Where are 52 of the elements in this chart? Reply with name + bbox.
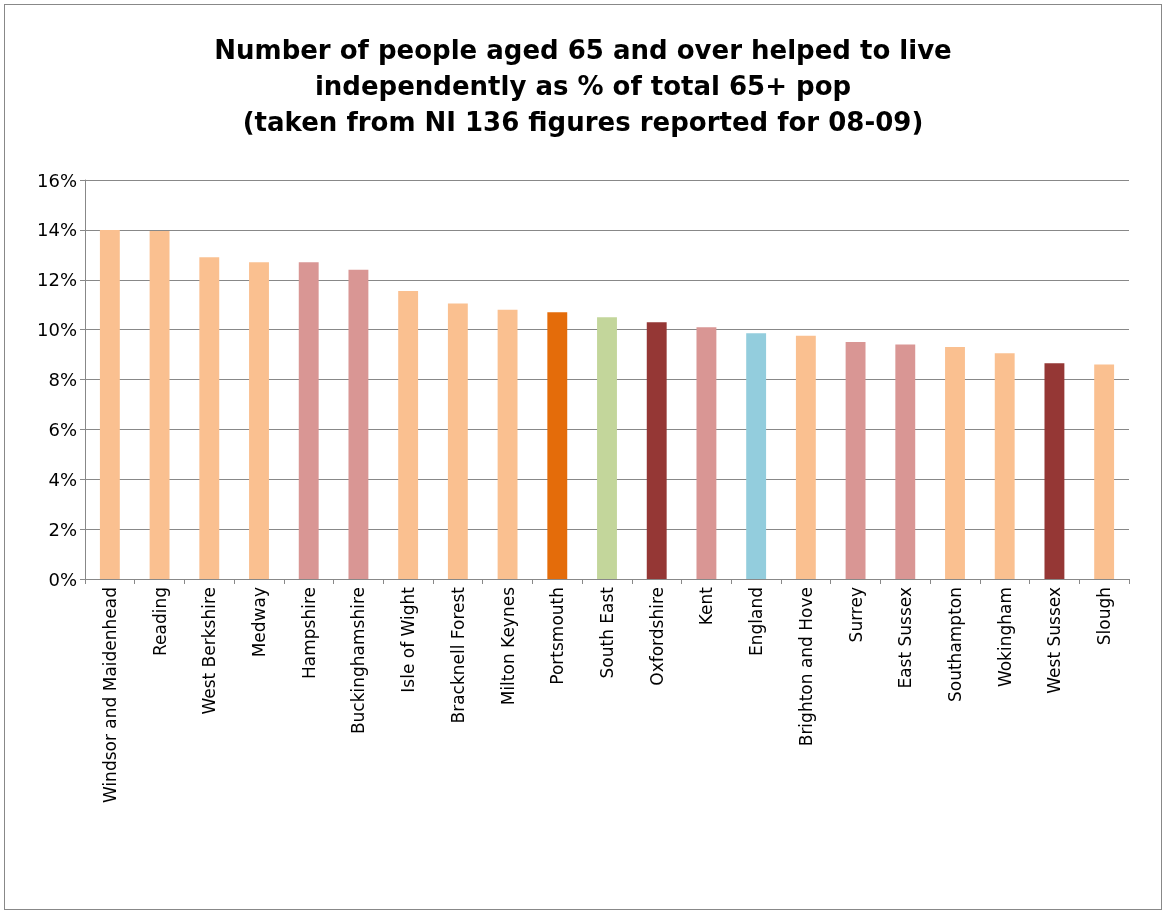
x-tick-label: Wokingham [994,587,1015,688]
x-tick-label: Brighton and Hove [795,587,816,747]
bar [547,312,568,579]
x-tick-label: Milton Keynes [497,586,518,706]
bar [447,303,468,579]
x-tick-label: South East [597,586,617,679]
bar [696,327,717,579]
y-tick-label: 10% [36,319,77,341]
y-tick-label: 12% [36,269,77,291]
chart-title: Number of people aged 65 and over helped to live independently as % of total 65+ pop (taken from NI 136 figures reported for 08-09) [214,35,952,137]
x-tick-label: Oxfordshire [646,587,667,686]
bar [1044,363,1065,579]
bar [348,269,369,579]
x-tick-label: Kent [696,586,717,626]
x-tick-label: Windsor and Maidenhead [99,587,120,804]
bar [746,333,767,579]
bar [895,344,916,579]
bar [199,257,220,579]
x-tick-label: Isle of Wight [398,586,419,693]
bar [398,290,419,579]
bar [249,262,269,579]
x-tick-label: West Sussex [1044,587,1065,694]
x-tick-label: Medway [249,587,269,658]
x-tick-label: Southampton [945,587,965,703]
x-tick-label: West Berkshire [199,587,220,715]
x-tick-label: Bracknell Forest [447,586,468,724]
bar [497,309,518,579]
y-tick-label: 6% [48,418,77,440]
x-tick-label: Buckinghamshire [348,587,369,735]
x-tick-label: Portsmouth [547,587,568,685]
y-tick-label: 4% [48,468,77,490]
bar [945,347,965,579]
bar [597,317,617,579]
x-tick-label: Surrey [845,587,866,643]
bar [795,335,816,579]
y-tick-label: 8% [48,369,77,390]
bar [149,231,170,579]
y-tick-label: 0% [48,568,77,590]
bar [1094,364,1115,579]
y-tick-label: 2% [48,518,77,540]
bar [646,322,667,579]
bar [298,262,319,579]
x-tick-label: Slough [1094,587,1115,646]
x-tick-label: East Sussex [895,587,916,689]
y-tick-label: 16% [36,169,77,191]
bar [845,342,866,579]
bar [994,353,1015,579]
x-tick-label: Hampshire [298,587,319,679]
y-tick-label: 14% [36,219,77,241]
x-tick-label: England [746,587,767,657]
bar [99,229,120,579]
x-tick-label: Reading [149,587,170,657]
